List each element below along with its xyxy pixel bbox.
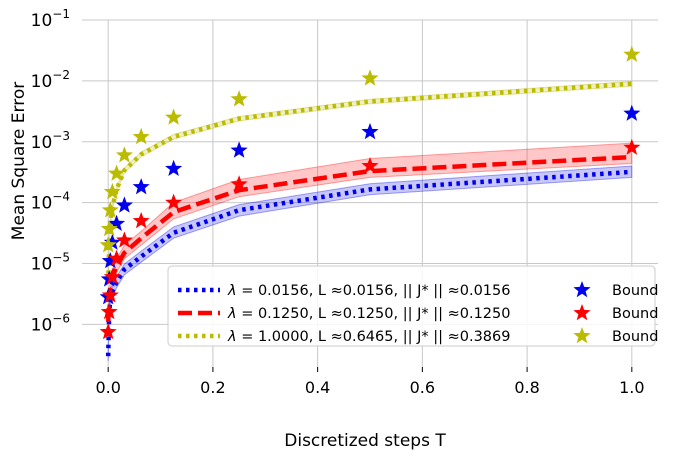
bound-star-series-3 (230, 90, 248, 107)
bound-star-series-1 (623, 104, 641, 121)
bound-star-series-3 (100, 219, 118, 237)
bound-star-series-3 (115, 146, 133, 163)
bound-star-series-1 (132, 178, 150, 195)
x-tick-label: 0.6 (410, 378, 435, 397)
x-tick-label: 0.4 (305, 378, 330, 397)
y-tick-label: 10−4 (31, 190, 70, 214)
bound-star-series-3 (108, 164, 126, 181)
bound-star-series-1 (230, 141, 248, 158)
bound-star-series-1 (361, 122, 379, 140)
bound-star-series-2 (165, 193, 183, 210)
legend-frame (167, 265, 656, 347)
bound-star-series-2 (115, 231, 133, 248)
x-tick-label: 0.2 (200, 378, 225, 397)
bound-star-series-1 (103, 233, 121, 250)
legend-star-series-1 (573, 281, 591, 298)
bound-star-series-2 (230, 175, 248, 192)
bound-star-series-3 (101, 201, 119, 218)
bound-markers (99, 45, 641, 340)
y-tick-label: 10−1 (31, 7, 70, 31)
y-tick-label: 10−5 (31, 251, 70, 275)
x-tick-label: 1.0 (619, 378, 644, 397)
bound-star-series-2 (132, 212, 150, 229)
x-axis: 0.0 0.2 0.4 0.6 0.8 1.0 (95, 367, 645, 397)
bound-star-series-2 (103, 268, 121, 285)
bound-star-series-3 (132, 127, 150, 145)
legend: λ = 0.0156, L ≈0.0156, || J* || ≈0.0156 B… (167, 265, 658, 347)
bound-star-series-1 (101, 252, 119, 269)
legend-label-series-1: λ = 0.0156, L ≈0.0156, || J* || ≈0.0156 (227, 283, 511, 299)
line-series-3 (105, 81, 632, 282)
legend-label-series-3: λ = 1.0000, L ≈0.6465, || J* || ≈0.3869 (227, 329, 511, 345)
y-tick-label: 10−3 (31, 129, 70, 153)
bound-star-series-2 (361, 157, 379, 174)
y-axis: 10−6 10−5 10−4 10−3 10−2 10−1 (31, 7, 70, 335)
bound-star-series-3 (623, 45, 641, 62)
bound-star-series-1 (108, 214, 126, 231)
legend-label-series-2: λ = 0.1250, L ≈0.1250, || J* || ≈0.1250 (227, 306, 511, 322)
y-axis-label: Mean Square Error (9, 82, 29, 240)
bound-star-series-2 (623, 138, 641, 155)
x-tick-label: 0.0 (95, 378, 120, 397)
legend-bound-label: Bound (612, 306, 658, 322)
bound-star-series-2 (99, 323, 117, 340)
bound-star-series-3 (165, 108, 183, 125)
bound-star-series-2 (100, 303, 118, 320)
bound-star-series-2 (108, 249, 126, 266)
legend-bound-label: Bound (612, 283, 658, 299)
line-series-1 (105, 169, 632, 357)
bound-star-series-1 (165, 159, 183, 176)
bound-star-series-3 (361, 69, 379, 86)
y-tick-label: 10−6 (31, 311, 70, 335)
y-tick-label: 10−2 (31, 68, 70, 92)
bound-star-series-3 (103, 182, 121, 200)
bound-star-series-1 (115, 196, 133, 213)
x-axis-label: Discretized steps T (284, 431, 446, 451)
legend-star-series-2 (573, 304, 591, 321)
legend-star-series-3 (573, 327, 591, 344)
bound-star-series-2 (101, 286, 119, 303)
x-tick-label: 0.8 (514, 378, 539, 397)
bound-star-series-3 (99, 236, 117, 253)
legend-bound-label: Bound (612, 329, 658, 345)
